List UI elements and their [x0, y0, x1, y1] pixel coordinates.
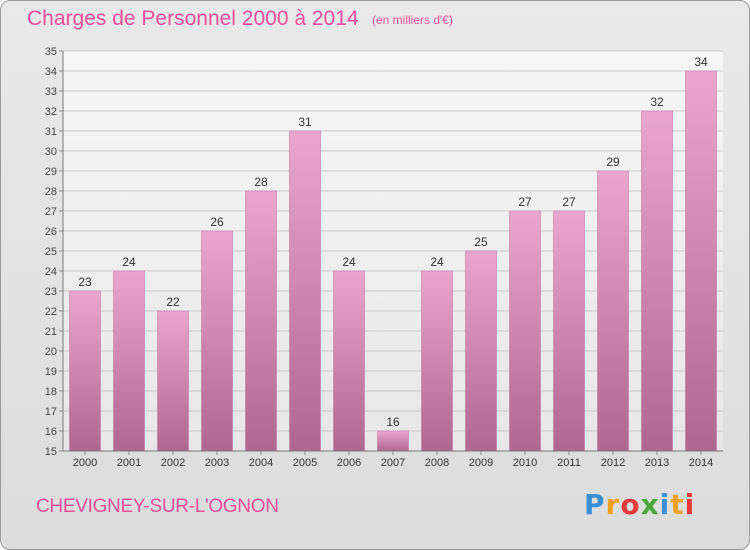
data-label: 34: [694, 55, 708, 69]
logo-letter: P: [584, 488, 606, 521]
bar: [465, 250, 497, 452]
data-label: 31: [298, 115, 312, 129]
x-tick-label: 2000: [73, 457, 97, 469]
data-label: 28: [254, 175, 268, 189]
data-label: 25: [474, 235, 488, 249]
data-label: 24: [430, 255, 444, 269]
x-tick-label: 2008: [425, 457, 449, 469]
y-tick-label: 26: [45, 226, 57, 238]
logo-letter: o: [620, 488, 641, 521]
data-label: 29: [606, 155, 620, 169]
data-label: 27: [518, 195, 532, 209]
y-tick-label: 15: [45, 446, 57, 458]
y-tick-label: 29: [45, 166, 57, 178]
y-tick-label: 20: [45, 346, 57, 358]
data-label: 26: [210, 215, 224, 229]
x-tick-label: 2002: [161, 457, 185, 469]
data-label: 23: [78, 275, 92, 289]
proxiti-logo: Proxiti: [584, 488, 695, 521]
x-tick-label: 2004: [249, 457, 273, 469]
y-tick-label: 31: [45, 126, 57, 138]
bar: [157, 310, 189, 452]
bar: [553, 210, 585, 452]
logo-letter: x: [640, 488, 660, 521]
data-label: 32: [650, 95, 664, 109]
data-label: 22: [166, 295, 180, 309]
bar: [509, 210, 541, 452]
x-tick-label: 2001: [117, 457, 141, 469]
x-tick-label: 2014: [689, 457, 713, 469]
chart-title: Charges de Personnel 2000 à 2014: [27, 7, 359, 30]
y-tick-label: 30: [45, 146, 57, 158]
y-tick-label: 32: [45, 106, 57, 118]
x-tick-label: 2005: [293, 457, 317, 469]
bar: [421, 270, 453, 452]
bar: [69, 290, 101, 452]
x-tick-label: 2013: [645, 457, 669, 469]
y-tick-label: 17: [45, 406, 57, 418]
bar: [289, 130, 321, 452]
bar: [113, 270, 145, 452]
y-tick-label: 23: [45, 286, 57, 298]
commune-name: CHEVIGNEY-SUR-L'OGNON: [36, 496, 279, 517]
x-tick-label: 2009: [469, 457, 493, 469]
y-tick-label: 25: [45, 246, 57, 258]
x-tick-label: 2010: [513, 457, 537, 469]
bar: [641, 110, 673, 452]
logo-letter: i: [659, 488, 671, 521]
y-tick-label: 21: [45, 326, 57, 338]
y-tick-label: 18: [45, 386, 57, 398]
x-tick-label: 2007: [381, 457, 405, 469]
logo-letter: r: [605, 488, 621, 521]
bar: [685, 70, 717, 452]
bar: [597, 170, 629, 452]
y-tick-label: 16: [45, 426, 57, 438]
bar: [201, 230, 233, 452]
bar: [245, 190, 277, 452]
y-tick-label: 22: [45, 306, 57, 318]
data-label: 27: [562, 195, 576, 209]
logo-letter: t: [670, 488, 685, 521]
y-tick-label: 35: [45, 46, 57, 58]
y-tick-label: 19: [45, 366, 57, 378]
y-tick-label: 24: [45, 266, 57, 278]
chart-subtitle: (en milliers d'€): [372, 13, 453, 27]
x-tick-label: 2003: [205, 457, 229, 469]
y-tick-label: 34: [45, 66, 57, 78]
bar: [333, 270, 365, 452]
y-tick-label: 33: [45, 86, 57, 98]
x-tick-label: 2006: [337, 457, 361, 469]
bar: [377, 430, 409, 452]
data-label: 24: [122, 255, 136, 269]
x-tick-label: 2012: [601, 457, 625, 469]
data-label: 16: [386, 415, 400, 429]
y-tick-label: 28: [45, 186, 57, 198]
logo-letter: i: [684, 488, 696, 521]
y-tick-label: 27: [45, 206, 57, 218]
x-tick-label: 2011: [557, 457, 581, 469]
data-label: 24: [342, 255, 356, 269]
